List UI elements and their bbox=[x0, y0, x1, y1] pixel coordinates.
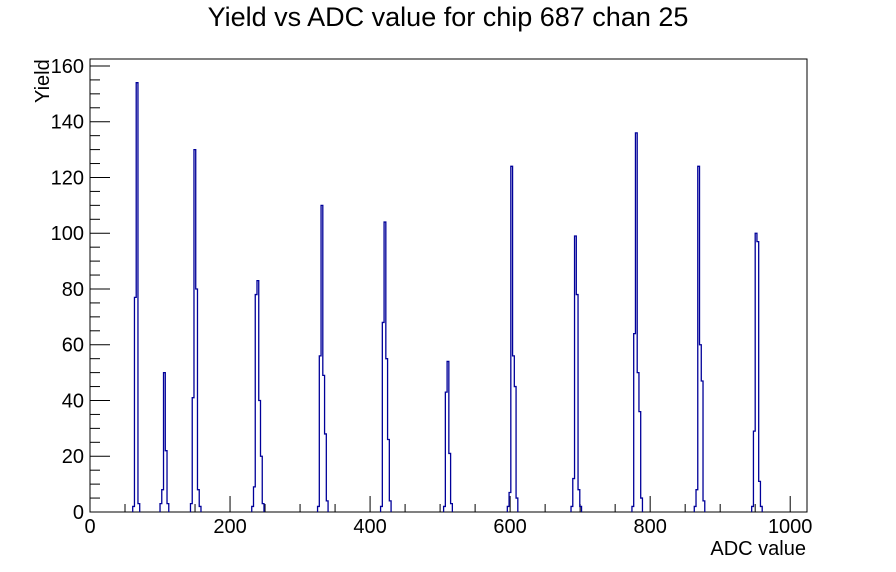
y-tick-label: 0 bbox=[73, 502, 84, 524]
y-tick-label: 120 bbox=[51, 167, 84, 189]
chart-title: Yield vs ADC value for chip 687 chan 25 bbox=[207, 2, 689, 32]
x-tick-label: 1000 bbox=[768, 516, 813, 538]
histogram-peak bbox=[693, 165, 706, 512]
y-tick-label: 140 bbox=[51, 112, 84, 134]
histogram-peak bbox=[442, 360, 453, 512]
plot-frame bbox=[89, 58, 808, 513]
x-tick-label: 200 bbox=[213, 516, 246, 538]
y-axis-title: Yield bbox=[32, 59, 54, 103]
y-tick-label: 100 bbox=[51, 223, 84, 245]
x-tick-label: 600 bbox=[493, 516, 526, 538]
histogram-peak bbox=[251, 279, 265, 512]
histogram-peak bbox=[132, 82, 141, 512]
histogram-peak bbox=[316, 204, 329, 512]
histogram-peak bbox=[189, 148, 202, 512]
y-tick-label: 20 bbox=[62, 446, 84, 468]
histogram-peak bbox=[631, 132, 644, 512]
histogram-peak bbox=[751, 232, 763, 512]
y-tick-label: 80 bbox=[62, 279, 84, 301]
x-tick-label: 0 bbox=[84, 516, 95, 538]
histogram-peak bbox=[570, 235, 583, 512]
histogram-peak bbox=[159, 371, 170, 512]
histogram-peak bbox=[379, 221, 392, 512]
y-tick-label: 160 bbox=[51, 56, 84, 78]
x-tick-label: 800 bbox=[633, 516, 666, 538]
y-tick-label: 40 bbox=[62, 390, 84, 412]
x-tick-label: 400 bbox=[353, 516, 386, 538]
y-tick-label: 60 bbox=[62, 335, 84, 357]
histogram-peak bbox=[506, 165, 519, 512]
x-axis-title: ADC value bbox=[710, 538, 806, 560]
